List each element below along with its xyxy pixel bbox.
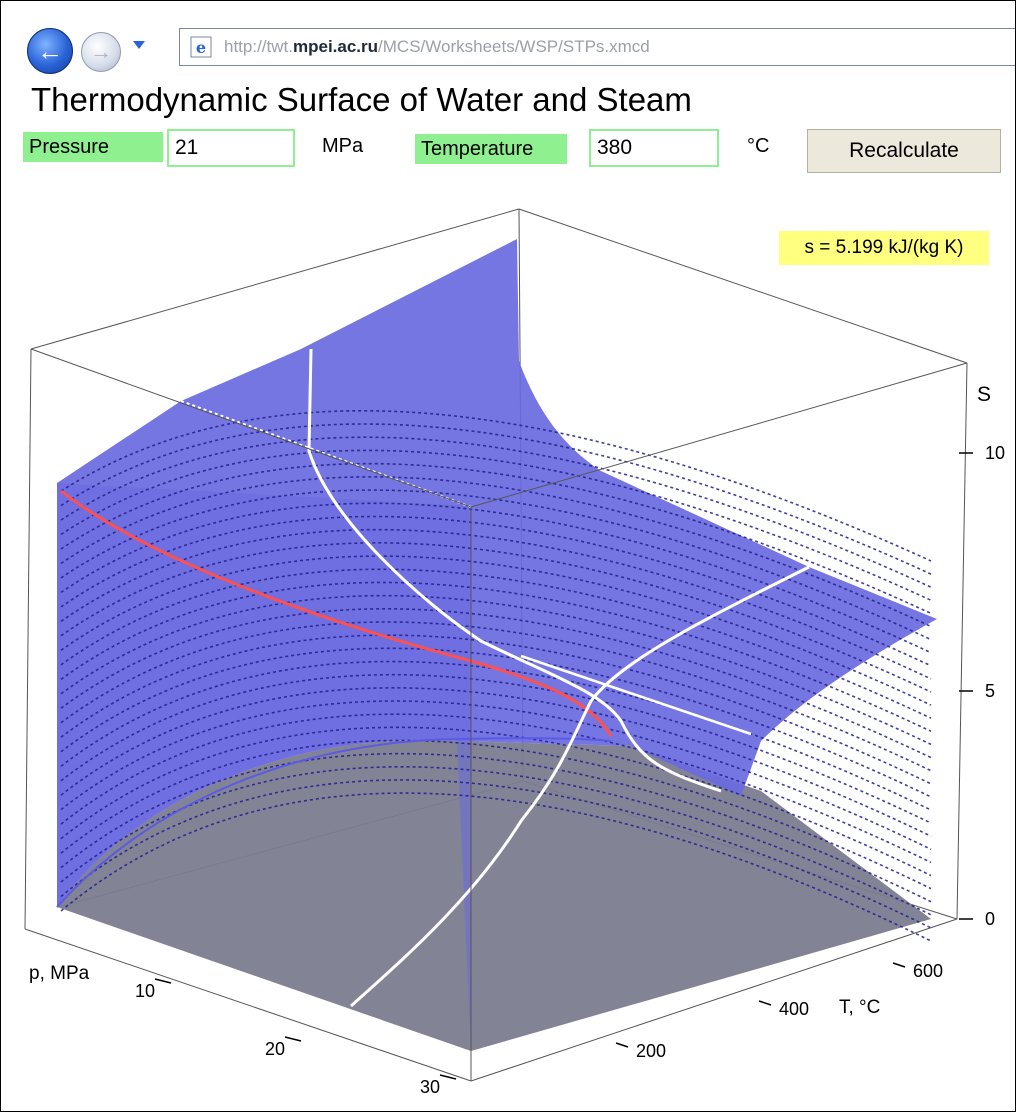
isentrope-contour bbox=[60, 713, 932, 864]
forward-button[interactable]: → bbox=[81, 32, 121, 72]
liquid-region bbox=[57, 739, 931, 1051]
svg-text:e: e bbox=[196, 38, 206, 57]
p-axis-label: p, MPa bbox=[29, 963, 90, 984]
isentrope-contour bbox=[60, 555, 932, 706]
isentrope-contour bbox=[60, 436, 932, 588]
t-tick-label: 400 bbox=[779, 999, 809, 1019]
thermodynamic-surface-plot: 0 5 10 S 10 20 30 p, MPa 200 400 600 T, °C bbox=[24, 208, 1005, 1097]
chevron-down-icon[interactable] bbox=[133, 41, 145, 49]
saturation-line-liquid bbox=[56, 737, 612, 908]
isentrope-contour bbox=[60, 726, 932, 877]
back-arrow-icon: ← bbox=[37, 36, 63, 66]
s-axis-label: S bbox=[977, 383, 991, 406]
recalculate-button[interactable]: Recalculate bbox=[807, 129, 1001, 173]
p-tick-label: 10 bbox=[135, 981, 155, 1001]
t-tick-label: 200 bbox=[636, 1041, 666, 1061]
isentrope-contour bbox=[60, 581, 932, 733]
s-tick-label: 5 bbox=[985, 681, 995, 701]
isentrope-contour bbox=[60, 515, 932, 667]
s-tick-label: 0 bbox=[985, 909, 995, 929]
p-tick-label: 30 bbox=[420, 1077, 440, 1097]
isentrope-contour bbox=[60, 752, 932, 903]
isentrope-contour bbox=[60, 476, 932, 628]
isentrope-contour bbox=[60, 647, 932, 798]
t-axis-label: T, °C bbox=[839, 997, 880, 1018]
ie-page-icon: e bbox=[190, 36, 212, 58]
isentrope-contour bbox=[60, 462, 932, 615]
isentrope-contour bbox=[60, 542, 932, 693]
isentrope-contour bbox=[60, 634, 932, 785]
t-tick bbox=[892, 962, 906, 968]
saturation-line-vapor bbox=[60, 489, 613, 737]
t-tick bbox=[758, 1000, 772, 1006]
address-url: http://twt.mpei.ac.ru/MCS/Worksheets/WSP… bbox=[224, 37, 650, 56]
p-tick-label: 20 bbox=[265, 1039, 285, 1059]
p-tick bbox=[439, 1074, 457, 1080]
isentrope-contour bbox=[60, 765, 932, 916]
plot-box-front bbox=[24, 348, 968, 1082]
isentrope-contour bbox=[60, 739, 932, 890]
plot-axes: 0 5 10 S 10 20 30 p, MPa 200 400 600 T, °C bbox=[29, 383, 1005, 1097]
isentrope-contour bbox=[60, 660, 932, 811]
entropy-surface bbox=[56, 239, 937, 1051]
isotherm-highlight bbox=[349, 565, 810, 1008]
temperature-unit: °C bbox=[747, 135, 770, 157]
isentrope-contour bbox=[60, 568, 932, 719]
pressure-unit: MPa bbox=[322, 135, 364, 157]
front-face bbox=[57, 483, 471, 1051]
pressure-label: Pressure bbox=[23, 132, 163, 162]
forward-arrow-icon: → bbox=[90, 39, 112, 64]
pressure-input[interactable] bbox=[167, 129, 295, 167]
isobar-highlight bbox=[307, 348, 722, 793]
p-tick bbox=[284, 1036, 302, 1042]
t-tick-label: 600 bbox=[913, 961, 943, 981]
isentrope-contour bbox=[60, 700, 932, 851]
entropy-result: s = 5.199 kJ/(kg K) bbox=[779, 231, 989, 265]
isentrope-contour bbox=[60, 528, 932, 680]
isentrope-contour bbox=[60, 409, 932, 562]
back-button[interactable]: ← bbox=[27, 28, 73, 74]
isentrope-contour bbox=[60, 779, 932, 929]
s-tick-label: 10 bbox=[985, 443, 1005, 463]
p-tick bbox=[154, 978, 172, 984]
isentrope-contour bbox=[60, 449, 932, 602]
temperature-input[interactable] bbox=[589, 129, 719, 167]
page-title: Thermodynamic Surface of Water and Steam bbox=[31, 81, 692, 118]
address-bar[interactable]: e http://twt.mpei.ac.ru/MCS/Worksheets/W… bbox=[179, 28, 1015, 66]
isentrope-contour bbox=[60, 423, 932, 575]
isentrope-contour bbox=[60, 673, 932, 824]
temperature-label: Temperature bbox=[415, 134, 567, 164]
isentrope-highlight bbox=[520, 654, 752, 736]
t-tick bbox=[615, 1042, 629, 1048]
browser-toolbar: ← → e http://twt.mpei.ac.ru/MCS/Workshee… bbox=[1, 1, 1015, 77]
isentrope-contour bbox=[60, 687, 932, 837]
